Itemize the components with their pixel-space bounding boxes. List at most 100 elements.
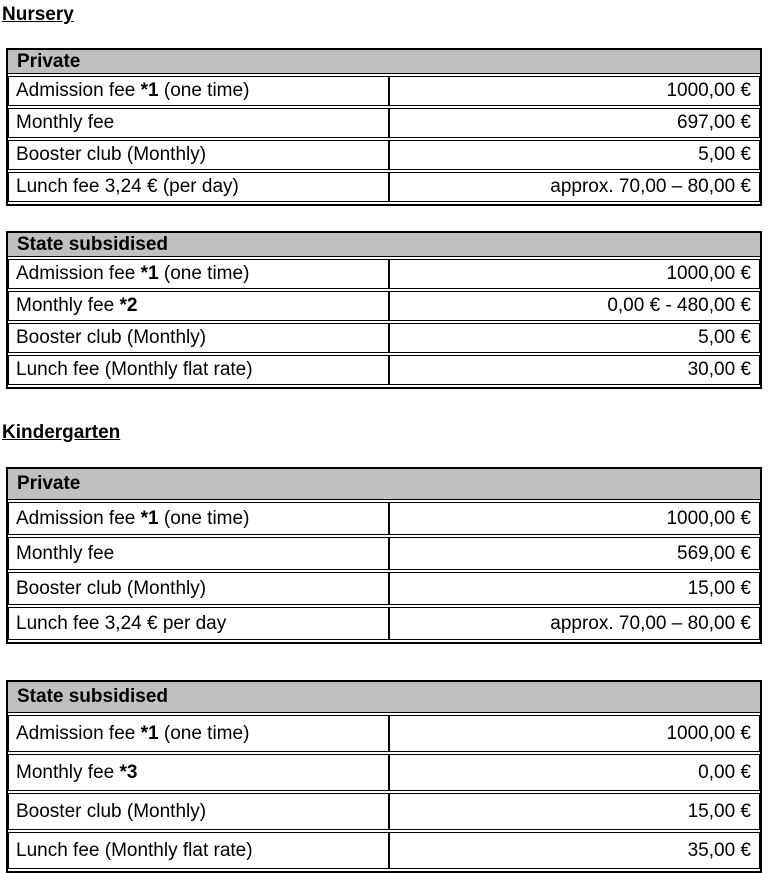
table-header: State subsidised	[8, 682, 760, 713]
fee-value-cell: approx. 70,00 – 80,00 €	[389, 607, 760, 640]
table-header: Private	[8, 50, 760, 74]
fee-value-cell: 15,00 €	[389, 572, 760, 605]
fee-label-cell: Lunch fee (Monthly flat rate)	[8, 832, 389, 869]
table-row: Booster club (Monthly) 15,00 €	[8, 793, 760, 830]
fee-value: approx. 70,00 – 80,00 €	[550, 612, 751, 634]
table-row: Admission fee *1 (one time) 1000,00 €	[8, 76, 760, 106]
fee-label-cell: Monthly fee *2	[8, 291, 389, 321]
fee-label-footnote-ref: *3	[119, 761, 138, 783]
fee-table-nursery-state-subsidised: State subsidised Admission fee *1 (one t…	[6, 231, 762, 389]
table-row: Booster club (Monthly) 5,00 €	[8, 323, 760, 353]
table-row: Lunch fee 3,24 € per day approx. 70,00 –…	[8, 607, 760, 640]
fee-label-cell: Admission fee *1 (one time)	[8, 715, 389, 752]
fee-label-cell: Lunch fee 3,24 € per day	[8, 607, 389, 640]
table-header: Private	[8, 469, 760, 500]
fee-label-cell: Admission fee *1 (one time)	[8, 502, 389, 535]
fee-label-cell: Monthly fee	[8, 537, 389, 570]
fee-label: Monthly fee	[16, 761, 120, 783]
fee-label: Lunch fee 3,24 € per day	[16, 612, 227, 634]
fee-label: Booster club (Monthly)	[16, 144, 207, 165]
fee-label-suffix: (one time)	[158, 722, 250, 744]
table-row: Monthly fee *2 0,00 € - 480,00 €	[8, 291, 760, 321]
fee-value: 0,00 € - 480,00 €	[607, 295, 751, 316]
fee-label-cell: Booster club (Monthly)	[8, 572, 389, 605]
fee-label-cell: Booster club (Monthly)	[8, 793, 389, 830]
fee-value-cell: 1000,00 €	[389, 259, 760, 289]
table-row: Monthly fee 569,00 €	[8, 537, 760, 570]
fee-value-cell: 30,00 €	[389, 355, 760, 385]
fee-label: Monthly fee	[16, 112, 115, 133]
fee-label-suffix: (one time)	[158, 80, 250, 101]
fee-label: Monthly fee	[16, 295, 120, 316]
fee-value-cell: 1000,00 €	[389, 715, 760, 752]
table-row: Monthly fee 697,00 €	[8, 108, 760, 138]
fee-value-cell: 569,00 €	[389, 537, 760, 570]
section-heading-kindergarten: Kindergarten	[2, 422, 121, 443]
fee-value: 1000,00 €	[666, 507, 751, 529]
fee-label-cell: Booster club (Monthly)	[8, 323, 389, 353]
fee-value-cell: 697,00 €	[389, 108, 760, 138]
fee-label-cell: Admission fee *1 (one time)	[8, 76, 389, 106]
fee-value: 30,00 €	[687, 359, 751, 380]
fee-value: 5,00 €	[698, 144, 751, 165]
fee-value: 1000,00 €	[666, 722, 751, 744]
fee-value: 1000,00 €	[666, 263, 751, 284]
fee-label: Booster club (Monthly)	[16, 577, 207, 599]
fee-label-footnote-ref: *1	[140, 722, 159, 744]
fee-label: Admission fee	[16, 722, 141, 744]
table-row: Lunch fee (Monthly flat rate) 30,00 €	[8, 355, 760, 385]
fee-value: 15,00 €	[687, 800, 751, 822]
fee-label-footnote-ref: *2	[119, 295, 138, 316]
fee-value-cell: 15,00 €	[389, 793, 760, 830]
section-heading-nursery: Nursery	[2, 4, 74, 25]
fee-label-suffix: (one time)	[158, 263, 250, 284]
fee-value: 35,00 €	[687, 839, 751, 861]
fee-label-cell: Monthly fee	[8, 108, 389, 138]
table-header: State subsidised	[8, 233, 760, 257]
fee-value-cell: 1000,00 €	[389, 502, 760, 535]
table-row: Admission fee *1 (one time) 1000,00 €	[8, 715, 760, 752]
fee-label: Lunch fee (Monthly flat rate)	[16, 359, 253, 380]
fee-value-cell: 1000,00 €	[389, 76, 760, 106]
fee-value: 697,00 €	[677, 112, 751, 133]
fee-label-cell: Admission fee *1 (one time)	[8, 259, 389, 289]
table-row: Admission fee *1 (one time) 1000,00 €	[8, 502, 760, 535]
fee-label-suffix: (one time)	[158, 507, 250, 529]
table-title: State subsidised	[17, 233, 168, 255]
fee-table-kindergarten-private: Private Admission fee *1 (one time) 1000…	[6, 467, 762, 644]
fee-label: Admission fee	[16, 507, 141, 529]
fee-label: Admission fee	[16, 263, 141, 284]
table-row: Admission fee *1 (one time) 1000,00 €	[8, 259, 760, 289]
table-title: Private	[17, 473, 81, 494]
fee-label-footnote-ref: *1	[140, 80, 159, 101]
fee-value-cell: 35,00 €	[389, 832, 760, 869]
fee-value-cell: 0,00 €	[389, 754, 760, 791]
fee-label: Monthly fee	[16, 542, 115, 564]
fee-label-cell: Booster club (Monthly)	[8, 140, 389, 170]
fee-label: Booster club (Monthly)	[16, 800, 207, 822]
table-title: Private	[17, 50, 81, 72]
table-title: State subsidised	[17, 686, 168, 707]
fee-value-cell: 0,00 € - 480,00 €	[389, 291, 760, 321]
table-row: Lunch fee 3,24 € (per day) approx. 70,00…	[8, 172, 760, 202]
fee-label-footnote-ref: *1	[140, 263, 159, 284]
fee-label-cell: Lunch fee 3,24 € (per day)	[8, 172, 389, 202]
fee-label: Booster club (Monthly)	[16, 327, 207, 348]
fee-value-cell: 5,00 €	[389, 140, 760, 170]
fee-label-cell: Monthly fee *3	[8, 754, 389, 791]
table-row: Booster club (Monthly) 15,00 €	[8, 572, 760, 605]
fee-label-cell: Lunch fee (Monthly flat rate)	[8, 355, 389, 385]
fee-label-footnote-ref: *1	[140, 507, 159, 529]
table-row: Lunch fee (Monthly flat rate) 35,00 €	[8, 832, 760, 869]
fee-label: Admission fee	[16, 80, 141, 101]
fee-value: 15,00 €	[687, 577, 751, 599]
fee-value-cell: 5,00 €	[389, 323, 760, 353]
fee-value: 1000,00 €	[666, 80, 751, 101]
fee-value: 0,00 €	[698, 761, 751, 783]
fee-table-nursery-private: Private Admission fee *1 (one time) 1000…	[6, 48, 762, 206]
table-row: Monthly fee *3 0,00 €	[8, 754, 760, 791]
table-row: Booster club (Monthly) 5,00 €	[8, 140, 760, 170]
fee-label: Lunch fee (Monthly flat rate)	[16, 839, 253, 861]
fee-value: 5,00 €	[698, 327, 751, 348]
